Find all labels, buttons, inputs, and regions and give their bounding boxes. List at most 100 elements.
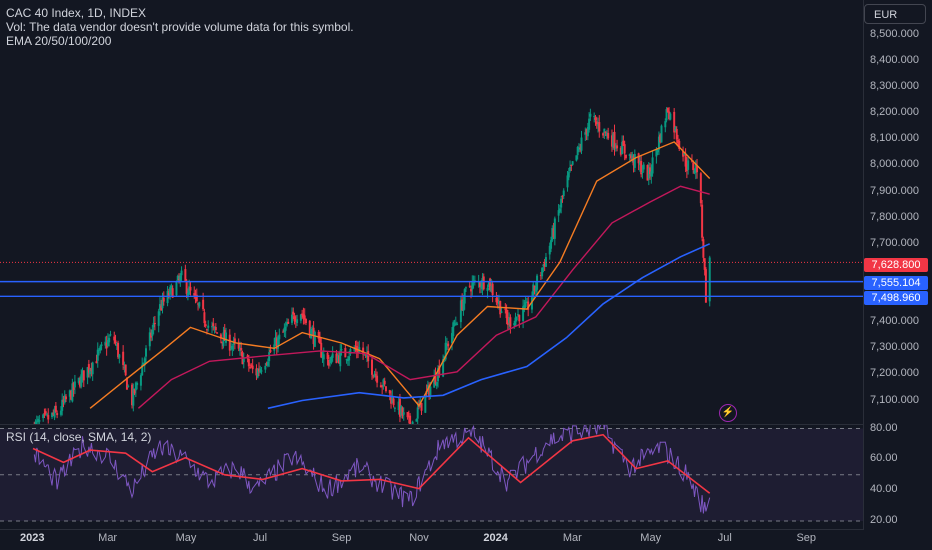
candle-body [61, 399, 64, 411]
currency-button[interactable]: EUR [864, 4, 926, 24]
candle-body [62, 399, 65, 403]
price-tick-label: 8,000.000 [870, 158, 919, 171]
rsi-tick-label: 80.00 [870, 421, 898, 434]
rsi-tick-label: 40.00 [870, 483, 898, 496]
candle-body [175, 281, 178, 296]
level-high-tag[interactable]: 7,555.104 [864, 276, 928, 290]
candle-body [141, 364, 144, 376]
candle-body [486, 287, 489, 292]
candle-body [481, 277, 484, 290]
candle-body [188, 286, 191, 295]
candle-body [594, 117, 597, 120]
candle-body [161, 297, 164, 309]
candle-body [595, 121, 598, 125]
candle-body [624, 154, 627, 159]
candle-body [495, 298, 498, 303]
candle-body [233, 338, 236, 343]
candle-body [115, 344, 118, 347]
candle-body [566, 175, 569, 188]
candle-body [87, 364, 90, 373]
ema-line-3[interactable] [267, 243, 711, 410]
candle-body [376, 375, 379, 383]
candle-body [255, 368, 258, 376]
rsi-sma-line[interactable] [32, 433, 711, 494]
level-low-tag[interactable]: 7,498.960 [864, 291, 928, 305]
symbol-title[interactable]: CAC 40 Index, 1D, INDEX [6, 6, 147, 20]
candle-body [127, 385, 130, 387]
candle-body [216, 332, 219, 334]
candle-body [185, 280, 188, 294]
candle-body [533, 285, 536, 291]
candle-body [543, 261, 546, 267]
candle-body [195, 294, 198, 302]
candle-body [345, 359, 348, 361]
candle-body [450, 333, 453, 344]
candle-body [327, 359, 330, 366]
candle-body [266, 361, 269, 366]
candle-body [54, 405, 57, 412]
candle-body [674, 127, 677, 132]
candle-body [100, 344, 103, 346]
candle-body [258, 368, 260, 372]
candle-body [530, 297, 533, 310]
candle-body [292, 311, 295, 315]
candle-body [133, 388, 136, 394]
candle-body [659, 134, 662, 143]
candle-body [656, 148, 659, 153]
candle-body [699, 173, 702, 204]
candle-body [557, 210, 560, 216]
candle-body [34, 421, 37, 424]
candle-body [585, 129, 588, 135]
candle-body [296, 319, 299, 324]
candle-body [657, 136, 660, 150]
candle-body [513, 323, 516, 326]
candle-body [482, 276, 485, 290]
price-tick-label: 7,300.000 [870, 341, 919, 354]
candle-body [153, 322, 156, 324]
candle-body [278, 334, 281, 340]
candle-body [37, 418, 40, 423]
candle-body [205, 329, 208, 331]
lightning-bolt-icon[interactable]: ⚡ [719, 404, 737, 422]
plot-background [0, 0, 864, 530]
candle-body [443, 356, 446, 359]
candle-body [579, 148, 582, 150]
candle-body [157, 311, 160, 326]
candle-body [335, 353, 338, 364]
ema-line-2[interactable] [137, 185, 710, 409]
candle-body [429, 386, 432, 396]
candle-body [145, 348, 147, 357]
rsi-line[interactable] [33, 419, 711, 514]
candle-body [367, 350, 370, 362]
candle-body [330, 356, 333, 363]
candle-body [379, 385, 382, 388]
price-pane[interactable] [0, 107, 864, 439]
candle-body [136, 382, 139, 386]
candle-body [203, 312, 206, 324]
candle-body [616, 145, 619, 149]
candle-body [664, 121, 667, 128]
candle-body [365, 353, 368, 358]
candle-body [593, 116, 596, 118]
candle-body [221, 341, 224, 344]
candle-body [505, 309, 508, 319]
rsi-legend[interactable]: RSI (14, close, SMA, 14, 2) [6, 430, 152, 444]
ema-legend[interactable]: EMA 20/50/100/200 [6, 34, 112, 48]
candle-body [571, 161, 574, 165]
candle-body [95, 361, 98, 364]
rsi-pane[interactable] [0, 419, 864, 522]
ema-line-1[interactable] [89, 141, 711, 409]
candle-body [393, 407, 396, 409]
candle-body [462, 300, 465, 311]
candle-body [523, 305, 526, 309]
candle-body [132, 388, 135, 406]
candle-body [285, 322, 288, 326]
candle-body [580, 137, 583, 151]
candle-body [321, 357, 324, 359]
candle-body [676, 140, 679, 144]
candle-body [435, 382, 438, 386]
candle-body [373, 373, 376, 378]
candle-body [108, 338, 111, 343]
candle-body [402, 412, 405, 415]
